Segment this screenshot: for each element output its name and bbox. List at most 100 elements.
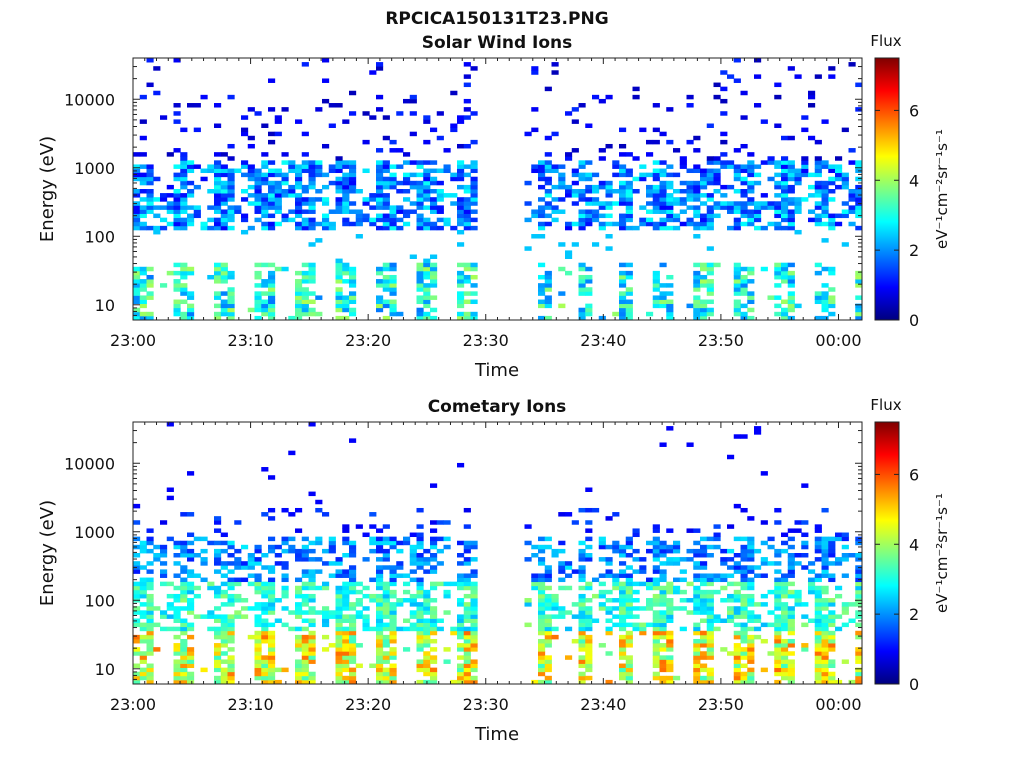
heatmap-cell: [220, 221, 228, 227]
heatmap-cell: [774, 561, 782, 566]
heatmap-cell: [612, 577, 620, 583]
heatmap-cell: [538, 651, 546, 656]
heatmap-cell: [166, 184, 174, 190]
heatmap-cell: [747, 213, 755, 219]
heatmap-cell: [625, 667, 633, 673]
heatmap-cell: [531, 585, 539, 591]
heatmap-cell: [355, 602, 363, 607]
heatmap-cell: [146, 606, 154, 611]
heatmap-cell: [679, 598, 687, 603]
heatmap-cell: [376, 626, 384, 632]
heatmap-cell: [308, 577, 316, 583]
heatmap-cell: [389, 213, 397, 219]
heatmap-cell: [295, 303, 303, 309]
panel-cometary-ions: Cometary Ions 23:00 23:10 23:20 23:30 23:40 2…: [37, 396, 951, 745]
x-tick-label: 23:40: [580, 331, 626, 350]
heatmap-cell: [261, 589, 269, 595]
heatmap-cell: [268, 279, 276, 284]
heatmap-cell: [740, 303, 748, 309]
heatmap-cell: [133, 270, 141, 276]
heatmap-cell: [659, 291, 667, 296]
heatmap-cell: [436, 536, 444, 542]
heatmap-cell: [342, 307, 350, 313]
heatmap-cell: [409, 160, 417, 165]
heatmap-cell: [214, 679, 222, 685]
heatmap-cell: [652, 671, 660, 677]
heatmap-cell: [376, 62, 384, 67]
heatmap-cell: [619, 651, 627, 656]
heatmap-cell: [274, 119, 282, 124]
heatmap-cell: [295, 209, 303, 214]
heatmap-cell: [254, 193, 262, 198]
heatmap-cell: [747, 315, 755, 321]
heatmap-cell: [342, 193, 350, 198]
heatmap-cell: [767, 205, 775, 210]
heatmap-cell: [700, 638, 708, 644]
heatmap-cell: [585, 618, 593, 623]
heatmap-cell: [814, 622, 822, 628]
heatmap-cell: [349, 266, 357, 272]
heatmap-cell: [146, 315, 154, 321]
heatmap-cell: [700, 655, 708, 660]
heatmap-cell: [666, 589, 674, 595]
heatmap-cell: [787, 197, 795, 202]
heatmap-cell: [598, 184, 606, 190]
heatmap-cell: [693, 164, 701, 169]
heatmap-cell: [160, 548, 168, 554]
heatmap-cell: [585, 667, 593, 673]
heatmap-cell: [133, 569, 141, 574]
heatmap-cell: [409, 201, 417, 206]
heatmap-cell: [247, 573, 255, 578]
heatmap-cell: [301, 602, 309, 607]
heatmap-cell: [463, 98, 471, 104]
heatmap-cell: [544, 193, 552, 198]
heatmap-cell: [463, 647, 471, 652]
heatmap-cell: [295, 205, 303, 210]
heatmap-cell: [544, 315, 552, 321]
heatmap-cell: [146, 651, 154, 656]
heatmap-cell: [652, 663, 660, 669]
heatmap-cell: [268, 544, 276, 550]
heatmap-cell: [733, 274, 741, 280]
heatmap-cell: [463, 602, 471, 607]
heatmap-cell: [133, 581, 141, 587]
heatmap-cell: [443, 221, 451, 227]
heatmap-cell: [268, 291, 276, 296]
heatmap-cell: [814, 643, 822, 648]
heatmap-cell: [436, 618, 444, 623]
heatmap-cell: [389, 225, 397, 231]
heatmap-cell: [612, 598, 620, 603]
heatmap-cell: [801, 643, 809, 648]
heatmap-cell: [652, 225, 660, 231]
heatmap-cell: [666, 213, 674, 219]
heatmap-cell: [463, 540, 471, 546]
heatmap-cell: [855, 667, 863, 673]
heatmap-cell: [187, 634, 195, 640]
heatmap-cell: [781, 663, 789, 669]
heatmap-cell: [335, 679, 343, 685]
heatmap-cell: [308, 311, 316, 317]
heatmap-cell: [220, 618, 228, 623]
heatmap-cell: [558, 614, 566, 619]
heatmap-cell: [585, 585, 593, 591]
heatmap-cell: [457, 274, 465, 280]
heatmap-cell: [180, 598, 188, 603]
heatmap-cell: [268, 602, 276, 607]
heatmap-cell: [349, 630, 357, 636]
heatmap-cell: [247, 201, 255, 206]
heatmap-cell: [430, 262, 438, 268]
heatmap-cell: [423, 602, 431, 607]
heatmap-cell: [713, 205, 721, 210]
heatmap-cell: [538, 614, 546, 619]
heatmap-cell: [349, 643, 357, 648]
heatmap-cell: [544, 303, 552, 309]
heatmap-cell: [376, 94, 384, 100]
heatmap-cell: [652, 221, 660, 227]
heatmap-cell: [612, 573, 620, 578]
heatmap-cell: [544, 593, 552, 599]
heatmap-cell: [787, 557, 795, 562]
heatmap-cell: [308, 618, 316, 623]
heatmap-cell: [470, 634, 478, 640]
heatmap-cell: [774, 569, 782, 574]
heatmap-cell: [389, 638, 397, 644]
